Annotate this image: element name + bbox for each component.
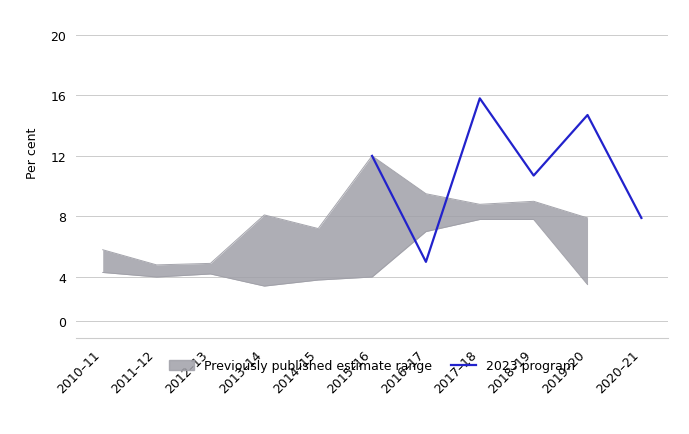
Y-axis label: Per cent: Per cent [26,127,39,178]
Legend: Previously published estimate range, 2023 program: Previously published estimate range, 202… [164,355,580,378]
